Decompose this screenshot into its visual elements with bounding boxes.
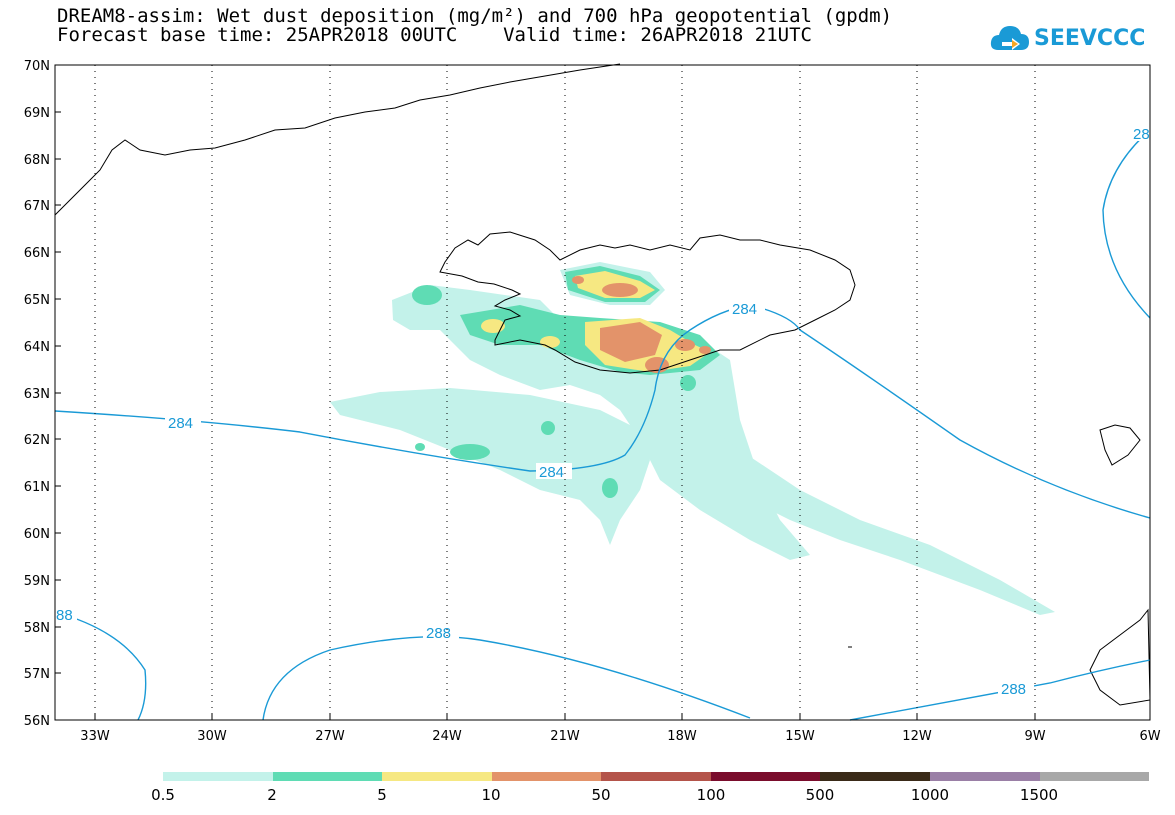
lat-label: 61N <box>24 480 50 495</box>
dust-light-b <box>540 336 560 348</box>
contour-284-main <box>54 304 1151 519</box>
dust-plume-east <box>700 420 1055 615</box>
dust-heavy-e <box>699 346 711 354</box>
dust-moderate-e <box>415 443 425 451</box>
longitude-labels: 33W 30W 27W 24W 21W 18W 15W 12W 9W 6W <box>80 729 1160 744</box>
dust-heavy-core <box>600 322 662 362</box>
contour-label: 28 <box>1133 126 1150 143</box>
coastline-faroe <box>1099 424 1141 466</box>
contour-288-west <box>54 611 147 721</box>
lon-label: 21W <box>550 729 580 744</box>
colorbar-swatch <box>491 772 602 781</box>
colorbar-label: 1500 <box>1019 786 1059 804</box>
lon-label: 30W <box>197 729 227 744</box>
lat-label: 69N <box>24 106 50 121</box>
lat-label: 56N <box>24 714 50 729</box>
contour-label: 288 <box>1001 681 1026 698</box>
lat-label: 58N <box>24 621 50 636</box>
contour-label: 288 <box>426 625 451 642</box>
colorbar-swatch <box>820 772 930 781</box>
dust-deposition-field <box>330 262 1055 615</box>
colorbar-swatch <box>272 772 383 781</box>
contour-288-southeast <box>849 659 1151 721</box>
dust-moderate-b <box>541 421 555 435</box>
dust-plume-west <box>330 388 650 545</box>
colorbar-label: 5 <box>377 786 387 804</box>
coastlines <box>54 63 1151 706</box>
colorbar-swatch <box>382 772 492 781</box>
colorbar-label: 2 <box>267 786 277 804</box>
contour-284-east <box>1102 129 1151 319</box>
lat-label: 68N <box>24 153 50 168</box>
dust-moderate-west <box>412 285 442 305</box>
colorbar-label: 500 <box>805 786 835 804</box>
coastline-greenland <box>54 63 621 216</box>
contour-label: 284 <box>732 301 757 318</box>
dust-moderate-a <box>450 444 490 460</box>
colorbar-label: 1000 <box>910 786 950 804</box>
lat-label: 63N <box>24 387 50 402</box>
dust-moderate-d <box>680 375 696 391</box>
dust-heavy-d <box>572 276 584 284</box>
colorbar-label: 50 <box>591 786 611 804</box>
colorbar-swatch <box>601 772 711 781</box>
lat-label: 62N <box>24 433 50 448</box>
lat-label: 64N <box>24 340 50 355</box>
lon-label: 24W <box>432 729 462 744</box>
colorbar-swatch <box>929 772 1040 781</box>
lon-label: 33W <box>80 729 110 744</box>
coastline-scotland <box>1089 608 1151 706</box>
colorbar-label: 100 <box>696 786 726 804</box>
map-subtitle: Forecast base time: 25APR2018 00UTC Vali… <box>57 24 812 46</box>
lat-label: 59N <box>24 574 50 589</box>
dust-heavy-a <box>602 283 638 297</box>
latitude-labels: 70N 69N 68N 67N 66N 65N 64N 63N 62N 61N … <box>24 59 50 729</box>
lat-label: 57N <box>24 667 50 682</box>
cloud-icon <box>990 26 1029 50</box>
contour-label: 88 <box>56 607 73 624</box>
lat-label: 66N <box>24 246 50 261</box>
colorbar <box>163 772 1150 781</box>
tick-marks <box>55 64 1036 720</box>
lat-label: 65N <box>24 293 50 308</box>
lat-label: 60N <box>24 527 50 542</box>
lon-label: 12W <box>902 729 932 744</box>
colorbar-label: 10 <box>481 786 501 804</box>
dust-light-a <box>481 319 505 333</box>
colorbar-swatch <box>710 772 821 781</box>
seevccc-logo: SEEVCCC <box>990 18 1145 58</box>
contour-label: 284 <box>539 464 564 481</box>
map-title: DREAM8-assim: Wet dust deposition (mg/m²… <box>57 5 893 27</box>
colorbar-swatch <box>1039 772 1150 781</box>
lon-label: 15W <box>785 729 815 744</box>
contour-labels: 284 284 284 28 288 288 88 <box>55 125 1151 698</box>
lon-label: 6W <box>1139 729 1160 744</box>
colorbar-label: 0.5 <box>151 786 175 804</box>
dust-moderate-c <box>602 478 618 498</box>
dust-heavy-c <box>675 339 695 351</box>
lon-label: 27W <box>315 729 345 744</box>
coastline-iceland <box>439 231 856 374</box>
lat-label: 67N <box>24 199 50 214</box>
logo-text: SEEVCCC <box>1034 25 1146 51</box>
lat-label: 70N <box>24 59 50 74</box>
lon-label: 18W <box>667 729 697 744</box>
contour-288-south <box>262 635 751 721</box>
graticule <box>94 65 1036 720</box>
colorbar-swatch <box>163 772 273 781</box>
contour-label: 284 <box>168 415 193 432</box>
lon-label: 9W <box>1024 729 1045 744</box>
